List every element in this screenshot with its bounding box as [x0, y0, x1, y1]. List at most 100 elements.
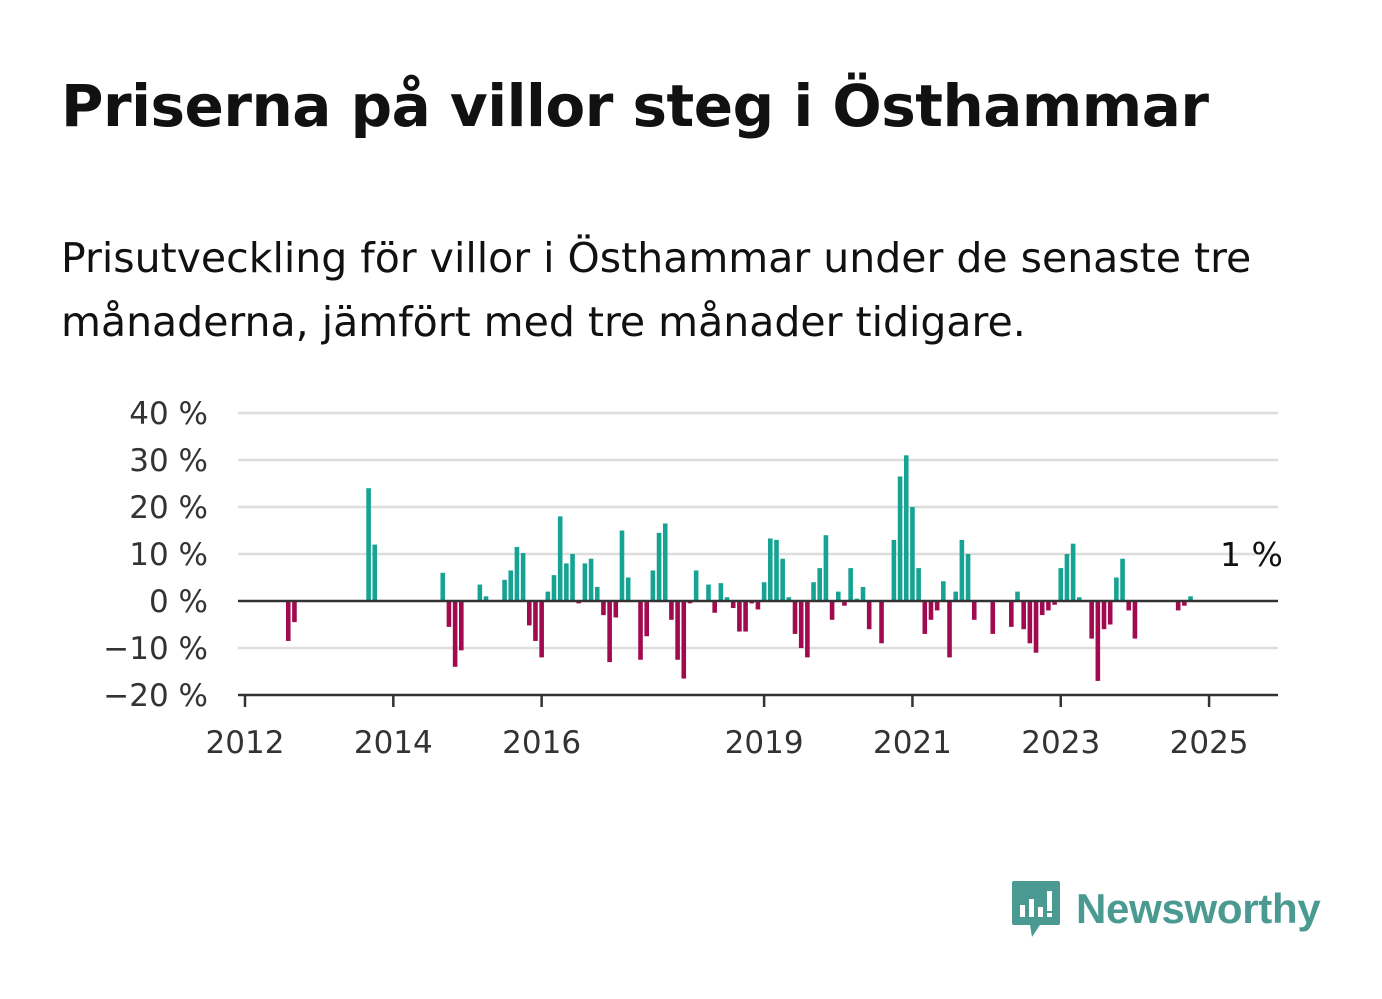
- bar: [910, 507, 915, 601]
- bar: [755, 601, 761, 610]
- y-tick-label: −20 %: [103, 678, 208, 714]
- bar: [724, 597, 730, 601]
- bar: [1046, 601, 1051, 611]
- bar: [1027, 601, 1033, 644]
- bar: [706, 584, 711, 601]
- bar: [539, 601, 544, 658]
- y-tick-label: 20 %: [129, 490, 208, 526]
- y-tick-label: 0 %: [149, 584, 208, 620]
- bar: [780, 558, 785, 601]
- bar: [916, 568, 921, 601]
- bar: [959, 539, 965, 601]
- bar: [1107, 601, 1113, 625]
- bar: [601, 601, 606, 616]
- bar-chart: −20 %−10 %0 %10 %20 %30 %40 % 2012 2014 20…: [103, 396, 1283, 761]
- y-tick-label: 30 %: [129, 443, 208, 479]
- bar: [557, 516, 563, 601]
- bar: [1064, 554, 1070, 601]
- bar: [502, 579, 507, 601]
- bar: [971, 601, 977, 620]
- newsworthy-logo[interactable]: Newsworthy: [1010, 878, 1321, 940]
- bar: [941, 581, 946, 601]
- annotation-label: 1 %: [1220, 535, 1283, 574]
- bar: [508, 570, 514, 601]
- bar: [743, 601, 748, 632]
- bar: [582, 563, 588, 601]
- bar: [903, 455, 909, 601]
- bar: [526, 601, 532, 626]
- axes: [238, 599, 1278, 697]
- bar: [866, 601, 872, 630]
- bar: [625, 577, 631, 601]
- bar: [823, 535, 829, 601]
- bar: [792, 601, 798, 634]
- bar: [928, 601, 934, 620]
- bar: [965, 554, 971, 601]
- x-tick-label: 2021: [873, 725, 952, 761]
- bar: [805, 601, 810, 658]
- y-tick-label: 40 %: [129, 396, 208, 432]
- bar: [644, 601, 649, 637]
- bar: [452, 601, 458, 667]
- x-tick-label: 2025: [1170, 725, 1249, 761]
- x-tick-label: 2023: [1021, 725, 1100, 761]
- bar: [761, 582, 767, 601]
- bar: [1058, 568, 1064, 601]
- bar: [607, 601, 612, 663]
- chart-title: Priserna på villor steg i Östhammar: [61, 72, 1209, 140]
- chart-subtitle: Prisutveckling för villor i Östhammar un…: [61, 234, 1252, 346]
- bar: [1039, 601, 1045, 616]
- bar: [545, 591, 551, 601]
- bar: [477, 584, 483, 601]
- bar: [446, 601, 452, 627]
- x-tick-label: 2016: [502, 725, 581, 761]
- bar: [718, 583, 724, 601]
- bar: [1033, 601, 1039, 653]
- y-tick-label: −10 %: [103, 631, 208, 667]
- bar: [1070, 543, 1076, 601]
- bar: [737, 601, 742, 632]
- bar: [483, 596, 489, 601]
- bar: [1101, 601, 1107, 630]
- bar: [1188, 596, 1193, 601]
- bar: [520, 553, 526, 601]
- x-tick-label: 2019: [725, 725, 804, 761]
- bar: [990, 601, 996, 634]
- bar: [613, 601, 619, 618]
- bar: [947, 601, 952, 658]
- bar: [860, 586, 866, 601]
- bar: [811, 582, 816, 601]
- bar: [891, 539, 897, 601]
- bar: [712, 601, 717, 613]
- bar: [588, 558, 594, 601]
- bar: [1132, 601, 1138, 639]
- bar: [675, 601, 680, 660]
- bar: [842, 601, 847, 606]
- bar: [619, 530, 625, 601]
- bar: [1120, 558, 1125, 601]
- annotation: 1 %: [1220, 535, 1283, 574]
- bar: [1077, 597, 1082, 601]
- bar: [786, 597, 792, 601]
- bar: [897, 476, 903, 601]
- bar: [1009, 601, 1014, 627]
- bar: [292, 601, 297, 623]
- bar: [817, 568, 823, 601]
- bar: [594, 586, 600, 601]
- bar: [551, 575, 557, 601]
- bar: [564, 563, 569, 601]
- bar: [650, 570, 656, 601]
- x-tick-label: 2012: [206, 725, 285, 761]
- bar: [774, 539, 779, 601]
- bar: [372, 544, 378, 601]
- bar: [768, 538, 773, 601]
- bar: [1021, 601, 1026, 630]
- bar: [366, 488, 371, 601]
- x-axis-ticks: 2012 2014 2016 2019 2021 2023 2025: [206, 695, 1249, 761]
- bar: [638, 601, 643, 660]
- bar: [829, 601, 835, 620]
- bar: [514, 546, 520, 601]
- gridlines: [238, 411, 1278, 650]
- newsworthy-logo-icon: [1012, 881, 1060, 937]
- bar: [798, 601, 804, 648]
